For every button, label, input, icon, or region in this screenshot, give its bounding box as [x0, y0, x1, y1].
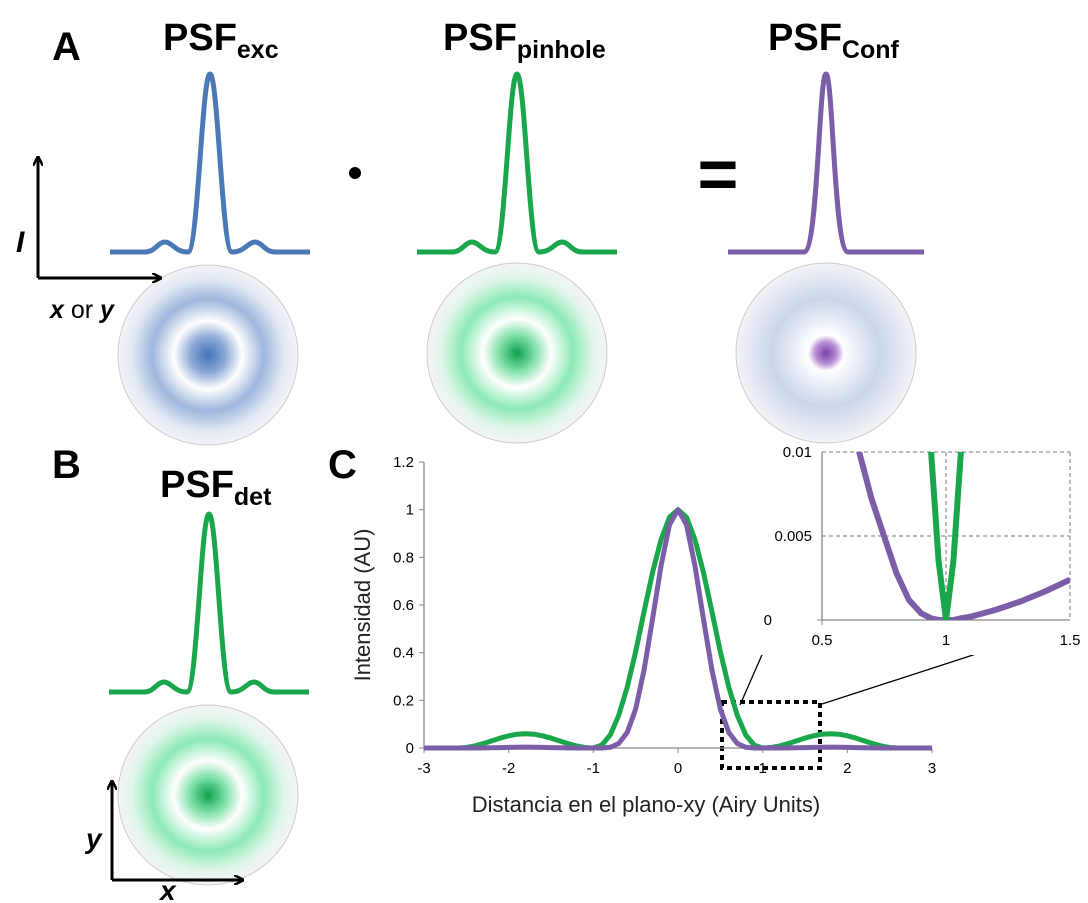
chart: 0 0.2 0.4 0.6 0.8 1 1.2 -3 -2 -1 0 1 2 3 [393, 454, 936, 777]
y-tick-label: 0.2 [393, 692, 414, 709]
y-tick-label: 1.2 [393, 454, 414, 471]
psf-disc [117, 704, 299, 886]
x-tick-label: 2 [843, 760, 851, 777]
psf-curve [417, 71, 617, 255]
x-tick-label: -3 [417, 760, 430, 777]
y-tick-label: 0 [764, 612, 772, 629]
psf-disc [117, 264, 299, 446]
psf-title: PSFdet [160, 464, 272, 511]
axis-label: y [84, 823, 103, 854]
x-tick-label: -1 [587, 760, 600, 777]
x-tick-label: 1 [942, 632, 950, 649]
panel-label: C [328, 443, 357, 487]
inset-background [752, 447, 1075, 655]
y-tick-label: 0.4 [393, 645, 414, 662]
psf-title: PSFexc [163, 17, 279, 64]
axis-label: x [158, 875, 177, 903]
x-tick-label: 1 [758, 760, 766, 777]
y-tick-label: 0.01 [783, 444, 812, 461]
x-tick-label: 1.5 [1060, 632, 1081, 649]
x-tick-label: 0.5 [812, 632, 833, 649]
dot-operator [349, 167, 361, 179]
psf-curve [110, 71, 310, 255]
x-tick-label: 0 [674, 760, 682, 777]
psf-disc [735, 262, 917, 444]
y-tick-label: 0.005 [774, 528, 812, 545]
panel-label: B [52, 443, 81, 487]
x-axis-label: Distancia en el plano-xy (Airy Units) [472, 792, 820, 817]
x-tick-label: -2 [502, 760, 515, 777]
equals-operator: = [698, 135, 739, 213]
y-axis-label: Intensidad (AU) [350, 529, 375, 682]
inset-chart: 0 0.005 0.01 0.5 1 1.5 [752, 444, 1081, 655]
series-line [424, 507, 932, 751]
psf-disc [426, 262, 608, 444]
psf-title: PSFConf [768, 17, 900, 64]
psf-title: PSFpinhole [443, 17, 606, 64]
y-tick-label: 0 [406, 740, 414, 757]
axis-label: x or y [48, 296, 115, 324]
panel-label: A [52, 25, 81, 69]
y-tick-label: 0.8 [393, 549, 414, 566]
series-line [856, 452, 1070, 620]
y-tick-label: 0.6 [393, 597, 414, 614]
psf-curve [109, 511, 309, 695]
x-tick-label: 3 [928, 760, 936, 777]
y-tick-label: 1 [406, 502, 414, 519]
axis-label: I [16, 226, 25, 259]
psf-curve [728, 71, 924, 255]
